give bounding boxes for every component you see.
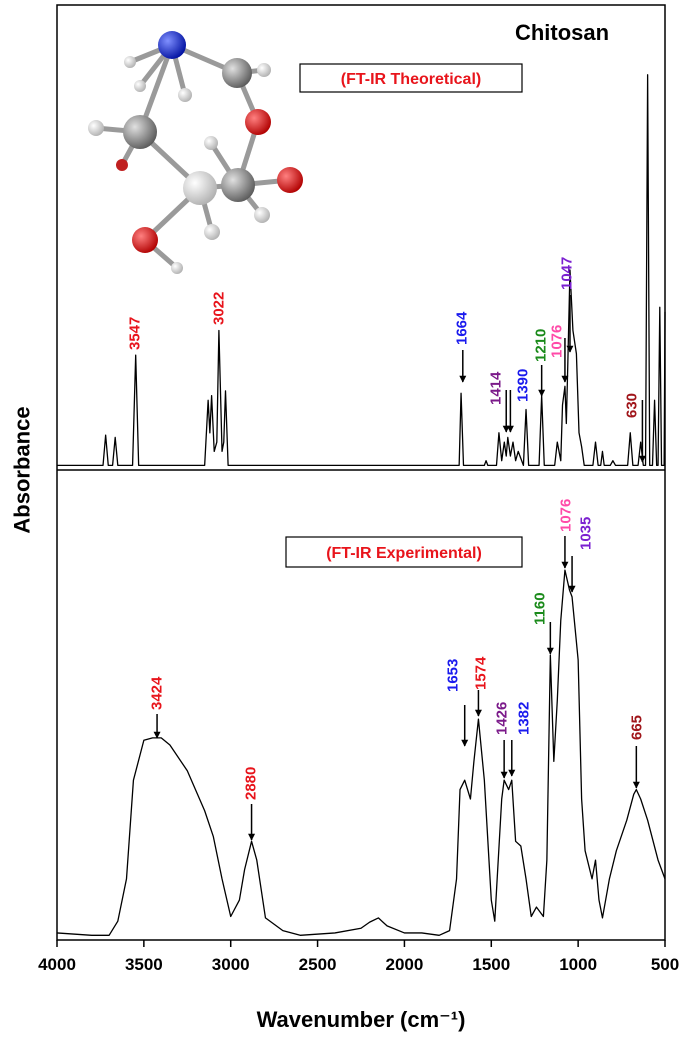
peak-label: 2880 bbox=[243, 767, 260, 800]
x-tick-label: 2000 bbox=[386, 955, 424, 974]
x-tick-label: 4000 bbox=[38, 955, 76, 974]
plot-frame bbox=[56, 4, 666, 941]
panel-subtitle: (FT-IR Theoretical) bbox=[341, 71, 481, 88]
peak-label: 1653 bbox=[445, 659, 462, 692]
peak-label: 1160 bbox=[532, 592, 549, 625]
peak-label: 3547 bbox=[127, 317, 144, 350]
peak-label: 1210 bbox=[533, 329, 550, 362]
molecule bbox=[93, 42, 293, 271]
peak-label: 1426 bbox=[494, 702, 511, 735]
chart-title: Chitosan bbox=[515, 20, 609, 45]
spectrum-line bbox=[56, 569, 666, 936]
peak-label: 3022 bbox=[211, 292, 228, 325]
y-axis-label: Absorbance bbox=[10, 406, 35, 533]
x-tick-label: 1000 bbox=[559, 955, 597, 974]
peak-label: 665 bbox=[629, 715, 646, 740]
peak-label: 630 bbox=[624, 393, 641, 418]
x-tick-label: 1500 bbox=[472, 955, 510, 974]
peak-label: 3424 bbox=[149, 676, 166, 710]
x-axis-label: Wavenumber (cm⁻¹) bbox=[257, 1007, 466, 1032]
subtitle-box bbox=[299, 63, 523, 93]
peak-label: 1664 bbox=[454, 311, 471, 345]
x-tick-label: 2500 bbox=[299, 955, 337, 974]
subtitle-box bbox=[285, 536, 523, 568]
peak-label: 1047 bbox=[559, 257, 576, 290]
panel-subtitle: (FT-IR Experimental) bbox=[326, 545, 482, 562]
peak-label: 1076 bbox=[558, 499, 575, 532]
x-tick-label: 500 bbox=[651, 955, 679, 974]
molecule-atoms bbox=[88, 31, 303, 274]
peak-label: 1414 bbox=[488, 371, 505, 405]
peak-label: 1076 bbox=[549, 325, 566, 358]
peak-label: 1390 bbox=[515, 369, 532, 402]
peak-label: 1382 bbox=[516, 702, 533, 735]
peak-label: 1574 bbox=[473, 656, 490, 690]
x-tick-label: 3500 bbox=[125, 955, 163, 974]
peak-label: 1035 bbox=[578, 517, 595, 550]
spectrum-line bbox=[57, 74, 666, 466]
x-tick-label: 3000 bbox=[212, 955, 250, 974]
